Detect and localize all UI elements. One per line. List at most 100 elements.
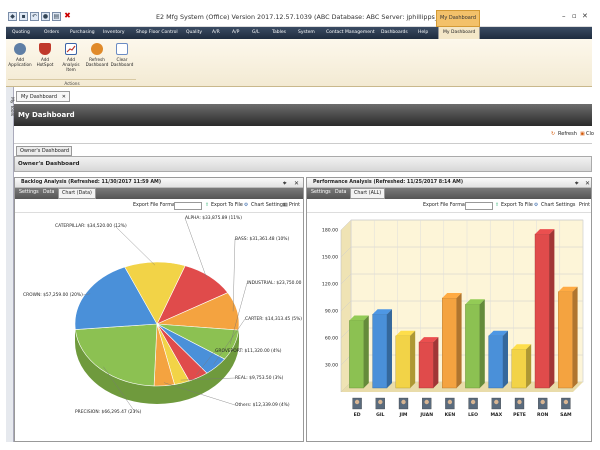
maximize-icon[interactable]: ▫ [572, 12, 577, 20]
refresh-dashboard-button[interactable]: Refresh Dashboard [85, 43, 109, 67]
bar-side [433, 337, 439, 388]
y-tick-label: 90.00 [325, 309, 338, 315]
app-icon[interactable]: ◆ [8, 12, 17, 21]
tab-ap[interactable]: A/P [232, 30, 240, 35]
avatar-face [563, 399, 569, 405]
document-icon [116, 43, 128, 55]
y-gridline-side [340, 219, 352, 231]
backlog-analysis-panel: Backlog Analysis (Refreshed: 11/30/2017 … [14, 177, 304, 442]
print-icon[interactable]: ▤ [52, 12, 61, 21]
tab-help[interactable]: Help [418, 30, 429, 35]
chart-settings-button[interactable]: Chart Settings [251, 203, 286, 208]
tab-shop-floor-control[interactable]: Shop Floor Control [136, 30, 178, 35]
panel-close-icon[interactable]: ✕ [585, 180, 591, 187]
tab-gl[interactable]: G/L [252, 30, 260, 35]
minimize-icon[interactable]: – [562, 12, 566, 20]
ribbon-tabs: Quoting Orders Purchasing Inventory Shop… [6, 27, 592, 39]
add-application-button[interactable]: Add Application [8, 43, 32, 67]
bar-side [363, 315, 369, 388]
bar-side [386, 309, 392, 388]
tab-data[interactable]: Data [43, 190, 55, 195]
export-format-label: Export File Format: [133, 203, 179, 208]
close-link[interactable]: Clo [586, 131, 594, 137]
tab-quoting[interactable]: Quoting [12, 30, 30, 35]
close-window-icon[interactable]: ✕ [582, 12, 588, 20]
pie-slice[interactable] [74, 266, 158, 330]
bar[interactable] [465, 304, 480, 389]
panel-close-icon[interactable]: ✕ [294, 180, 300, 187]
print-icon: ▤ [283, 203, 288, 208]
pie-slice[interactable] [124, 261, 186, 325]
tab-chart[interactable]: Chart (ALL) [350, 188, 386, 199]
tab-settings[interactable]: Settings [19, 190, 39, 195]
tab-data[interactable]: Data [335, 190, 347, 195]
tab-quality[interactable]: Quality [186, 30, 203, 35]
bar[interactable] [442, 297, 457, 389]
bar[interactable] [488, 335, 504, 389]
add-hotspot-button[interactable]: Add HotSpot [33, 43, 57, 67]
tab-inventory[interactable]: Inventory [103, 30, 125, 35]
pin-icon[interactable]: ⌖ [283, 180, 287, 187]
export-icon: ⇪ [495, 203, 500, 208]
bar[interactable] [349, 320, 364, 389]
pie-slice[interactable] [74, 323, 158, 387]
print-button[interactable]: Print [289, 203, 301, 208]
pie-slice-label: CROWN: $57,259.00 (20%) [23, 292, 83, 298]
tab-contact-management[interactable]: Contact Management [326, 30, 375, 35]
user-icon[interactable]: ● [41, 12, 50, 21]
bar[interactable] [511, 349, 527, 389]
close-x-icon[interactable]: ✖ [64, 11, 71, 20]
bar[interactable] [395, 335, 411, 389]
bar[interactable] [372, 313, 388, 389]
print-button[interactable]: Print [579, 203, 591, 208]
tools-sidebar[interactable]: My Tools [6, 87, 14, 442]
tab-system[interactable]: System [298, 30, 315, 35]
avatar-face [540, 399, 545, 405]
tab-purchasing[interactable]: Purchasing [70, 30, 95, 35]
pie-leader-line [213, 318, 246, 365]
page-title: My Dashboard [14, 104, 592, 126]
doc-tab-my-dashboard[interactable]: My Dashboard ✕ [16, 91, 70, 102]
panel-tabs: Settings Data Chart (Data) [15, 188, 303, 199]
tab-tables[interactable]: Tables [272, 30, 286, 35]
tab-orders[interactable]: Orders [44, 30, 60, 35]
tab-my-dashboard[interactable]: My Dashboard [438, 27, 481, 39]
pie-slice-label: CARTER: $14,313.45 (5%) [245, 316, 302, 322]
close-tab-icon[interactable]: ✕ [61, 94, 66, 100]
y-tick-label: 120.00 [322, 282, 338, 288]
tab-chart[interactable]: Chart (Data) [58, 188, 96, 199]
bar-side [456, 293, 462, 388]
tab-ar[interactable]: A/R [212, 30, 220, 35]
bar-top [395, 330, 416, 336]
pie-leader-line [229, 282, 248, 345]
refresh-icon: ↻ [551, 131, 556, 137]
add-analysis-item-button[interactable]: Add Analysis Item [59, 43, 83, 72]
settings-icon: ⚙ [244, 203, 249, 208]
bar[interactable] [534, 233, 550, 389]
avatar-face [494, 399, 499, 405]
undo-icon[interactable]: ↶ [30, 12, 39, 21]
bar-top [511, 344, 532, 350]
tab-dashboards[interactable]: Dashboards [381, 30, 408, 35]
chart-settings-button[interactable]: Chart Settings [541, 203, 576, 208]
pin-icon[interactable]: ⌖ [575, 180, 579, 187]
tab-settings[interactable]: Settings [311, 190, 331, 195]
bar-top [372, 309, 392, 315]
export-to-file-button[interactable]: Export To File [211, 203, 243, 208]
x-tick-label: ED [354, 412, 361, 418]
export-to-file-button[interactable]: Export To File [501, 203, 533, 208]
context-tab-my-dashboard[interactable]: My Dashboard [436, 10, 480, 27]
clear-dashboard-button[interactable]: Clear Dashboard [110, 43, 134, 67]
bar[interactable] [558, 291, 573, 389]
export-format-select[interactable] [174, 202, 202, 210]
tab-owners-dashboard[interactable]: Owner's Dashboard [16, 146, 72, 156]
save-icon[interactable]: ▪ [19, 12, 28, 21]
bar[interactable] [418, 341, 434, 389]
gear-icon [14, 43, 26, 55]
x-tick-label: JUAN [419, 412, 433, 418]
pie-slice-label: CATERPILLAR: $34,520.00 (12%) [55, 223, 127, 229]
refresh-link[interactable]: Refresh [558, 131, 577, 137]
dashboard-toolbar: ↻ Refresh ▣ Clo [14, 126, 594, 144]
x-tick-label: LEO [468, 412, 478, 418]
export-format-select[interactable] [465, 202, 493, 210]
